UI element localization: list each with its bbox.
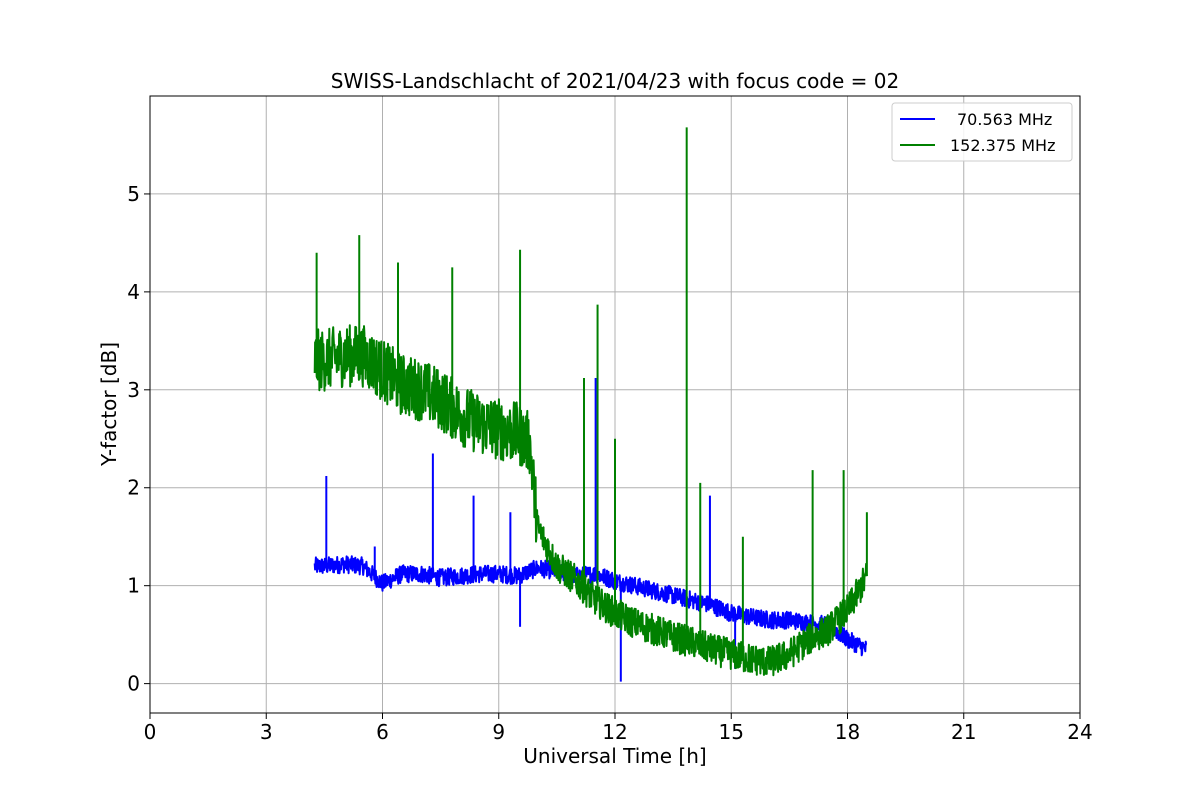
series-layer xyxy=(313,127,868,682)
legend-box xyxy=(891,102,1073,162)
legend-label-70mhz: 70.563 MHz xyxy=(957,110,1052,129)
legend: 70.563 MHz 152.375 MHz xyxy=(891,102,1073,162)
y-tick-label: 5 xyxy=(127,182,140,206)
x-tick-label: 6 xyxy=(376,720,389,744)
y-tick-label: 4 xyxy=(127,280,140,304)
y-tick-label: 0 xyxy=(127,672,140,696)
x-tick-label: 15 xyxy=(719,720,744,744)
x-tick-label: 9 xyxy=(492,720,505,744)
x-tick-label: 0 xyxy=(144,720,157,744)
x-tick-label: 3 xyxy=(260,720,273,744)
x-axis-label: Universal Time [h] xyxy=(523,744,706,768)
y-tick-label: 3 xyxy=(127,378,140,402)
legend-label-152mhz: 152.375 MHz xyxy=(950,136,1055,155)
x-tick-label: 18 xyxy=(835,720,860,744)
chart-title: SWISS-Landschlacht of 2021/04/23 with fo… xyxy=(331,69,899,93)
x-tick-label: 12 xyxy=(602,720,627,744)
x-tick-label: 21 xyxy=(951,720,976,744)
series-line-0 xyxy=(313,555,868,657)
series-line-1 xyxy=(313,324,868,677)
y-axis-label: Y-factor [dB] xyxy=(97,342,121,467)
x-tick-label: 24 xyxy=(1067,720,1092,744)
y-tick-label: 1 xyxy=(127,574,140,598)
y-tick-label: 2 xyxy=(127,476,140,500)
